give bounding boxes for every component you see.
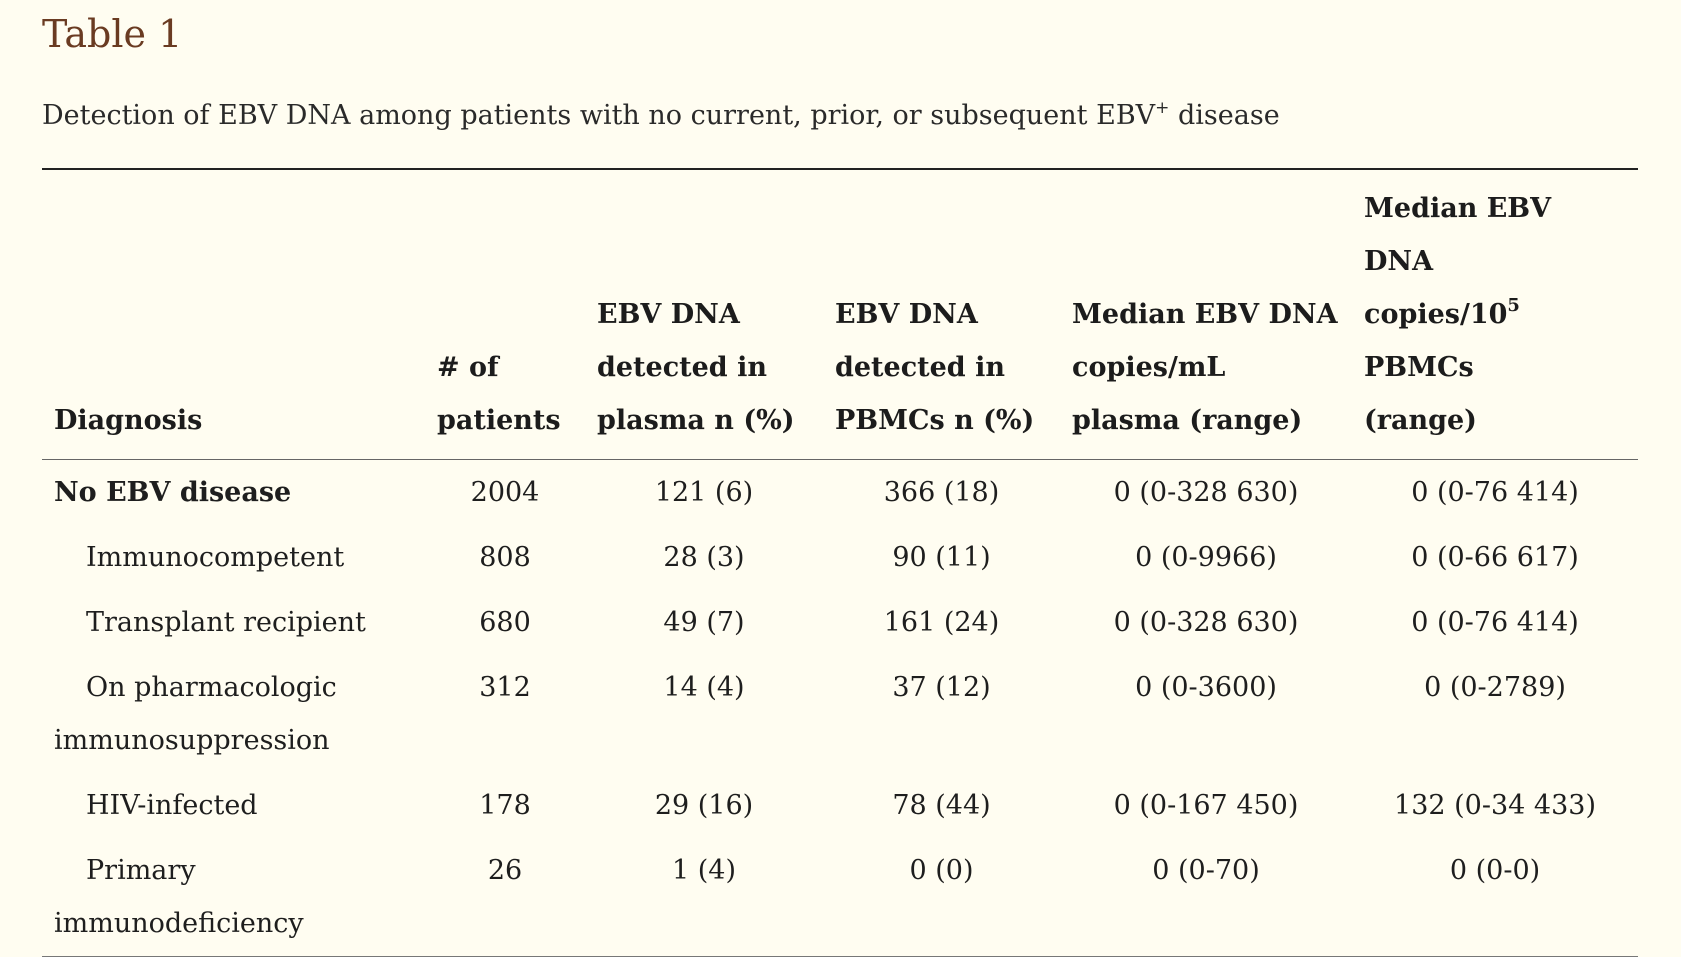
table-row: HIV-infected 178 29 (16) 78 (44) 0 (0-16… (42, 773, 1638, 838)
cell-patients: 26 (487, 855, 523, 886)
header-row: Diagnosis # of patients EBV DNA detected i… (42, 169, 1638, 460)
cell-median-plasma: 0 (0-328 630) (1113, 607, 1299, 638)
cell-diagnosis: Immunocompetent (86, 542, 345, 573)
header-diagnosis-label: Diagnosis (54, 405, 203, 436)
header-median-pbmc-line3: (range) (1364, 405, 1477, 436)
cell-pbmc: 37 (12) (892, 672, 991, 703)
cell-median-pbmc: 132 (0-34 433) (1394, 790, 1596, 821)
cell-median-pbmc: 0 (0-66 617) (1411, 542, 1579, 573)
cell-diagnosis: Primary immunodeficiency (54, 855, 304, 939)
header-median-plasma: Median EBV DNA copies/mL plasma (range) (1060, 169, 1352, 460)
cell-median-plasma: 0 (0-3600) (1135, 672, 1277, 703)
cell-median-pbmc: 0 (0-76 414) (1411, 477, 1579, 508)
table-label: Table 1 (42, 12, 183, 56)
cell-median-pbmc: 0 (0-0) (1449, 855, 1541, 886)
header-median-pbmc-line2b: PBMCs (1364, 352, 1474, 383)
cell-pbmc: 366 (18) (883, 477, 1000, 508)
header-pbmc-line1: EBV DNA (835, 299, 978, 330)
cell-patients: 178 (479, 790, 531, 821)
header-median-plasma-line1: Median EBV DNA (1072, 299, 1338, 330)
header-pbmc-line2: detected in (835, 352, 1005, 383)
header-median-plasma-line3: plasma (range) (1072, 405, 1303, 436)
table-row: No EBV disease 2004 121 (6) 366 (18) 0 (… (42, 460, 1638, 526)
cell-median-pbmc: 0 (0-76 414) (1411, 607, 1579, 638)
cell-plasma: 1 (4) (671, 855, 736, 886)
header-plasma-line1: EBV DNA (597, 299, 740, 330)
header-median-pbmc-line1: Median EBV DNA (1364, 193, 1552, 277)
cell-median-plasma: 0 (0-328 630) (1113, 477, 1299, 508)
caption-suffix: disease (1169, 100, 1280, 131)
cell-patients: 2004 (470, 477, 540, 508)
cell-median-pbmc: 0 (0-2789) (1424, 672, 1566, 703)
header-patients-line1: # of (437, 352, 499, 383)
table-row: Primary immunodeficiency 26 1 (4) 0 (0) … (42, 838, 1638, 957)
header-plasma-detected: EBV DNA detected in plasma n (%) (585, 169, 823, 460)
header-plasma-line2: detected in (597, 352, 767, 383)
table-header: Diagnosis # of patients EBV DNA detected i… (42, 169, 1638, 460)
table-caption: Detection of EBV DNA among patients with… (42, 96, 1280, 136)
table-row: Immunocompetent 808 28 (3) 90 (11) 0 (0-… (42, 525, 1638, 590)
cell-diagnosis: HIV-infected (86, 790, 258, 821)
header-median-pbmc-superscript: 5 (1507, 295, 1520, 316)
cell-diagnosis: On pharmacologic immunosuppression (54, 672, 337, 756)
cell-median-plasma: 0 (0-9966) (1135, 542, 1277, 573)
cell-pbmc: 0 (0) (909, 855, 974, 886)
cell-patients: 312 (479, 672, 531, 703)
data-table: Diagnosis # of patients EBV DNA detected i… (42, 168, 1638, 957)
cell-pbmc: 78 (44) (892, 790, 991, 821)
header-plasma-line3: plasma n (%) (597, 405, 795, 436)
header-pbmc-line3: PBMCs n (%) (835, 405, 1035, 436)
cell-plasma: 121 (6) (654, 477, 754, 508)
cell-patients: 808 (479, 542, 531, 573)
cell-median-plasma: 0 (0-70) (1152, 855, 1260, 886)
header-patients: # of patients (425, 169, 585, 460)
cell-median-plasma: 0 (0-167 450) (1113, 790, 1299, 821)
header-median-plasma-line2: copies/mL (1072, 352, 1226, 383)
cell-pbmc: 90 (11) (892, 542, 991, 573)
caption-text: Detection of EBV DNA among patients with… (42, 100, 1156, 131)
cell-plasma: 49 (7) (663, 607, 745, 638)
header-median-pbmc: Median EBV DNA copies/105 PBMCs (range) (1352, 169, 1638, 460)
header-diagnosis: Diagnosis (42, 169, 425, 460)
cell-plasma: 14 (4) (663, 672, 745, 703)
header-pbmc-detected: EBV DNA detected in PBMCs n (%) (823, 169, 1060, 460)
header-median-pbmc-line2a: copies/10 (1364, 299, 1508, 330)
cell-diagnosis: Transplant recipient (86, 607, 366, 638)
cell-pbmc: 161 (24) (883, 607, 1000, 638)
table-row: On pharmacologic immunosuppression 312 1… (42, 655, 1638, 773)
cell-diagnosis: No EBV disease (54, 477, 292, 508)
cell-plasma: 28 (3) (663, 542, 745, 573)
header-patients-line2: patients (437, 405, 561, 436)
cell-plasma: 29 (16) (654, 790, 754, 821)
caption-superscript: + (1155, 98, 1170, 118)
table-row: Transplant recipient 680 49 (7) 161 (24)… (42, 590, 1638, 655)
table-body: No EBV disease 2004 121 (6) 366 (18) 0 (… (42, 460, 1638, 957)
cell-patients: 680 (479, 607, 531, 638)
